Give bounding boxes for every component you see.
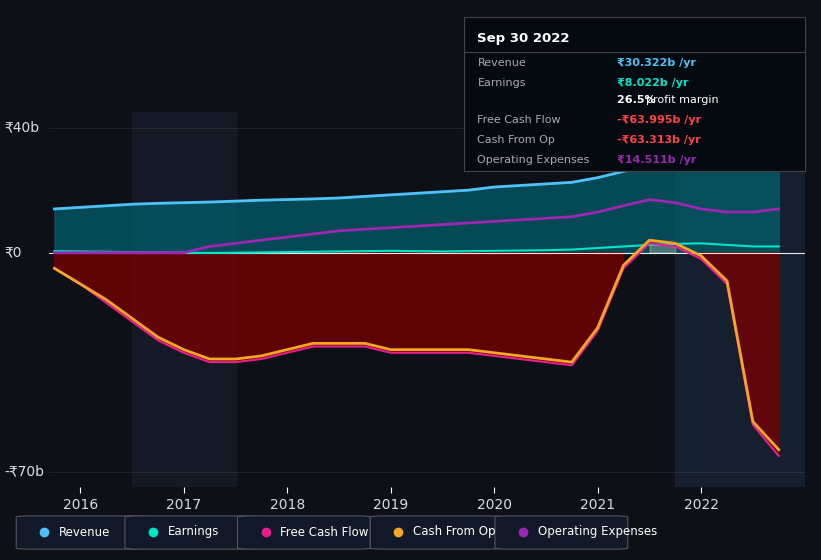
Text: Earnings: Earnings <box>478 78 526 88</box>
Text: ₹14.511b /yr: ₹14.511b /yr <box>617 155 696 165</box>
Text: ₹8.022b /yr: ₹8.022b /yr <box>617 78 689 88</box>
FancyBboxPatch shape <box>16 516 149 549</box>
Text: Operating Expenses: Operating Expenses <box>538 525 657 539</box>
Text: -₹70b: -₹70b <box>4 465 44 479</box>
Text: ₹30.322b /yr: ₹30.322b /yr <box>617 58 696 68</box>
Text: profit margin: profit margin <box>646 95 718 105</box>
Text: Free Cash Flow: Free Cash Flow <box>280 525 369 539</box>
Text: Cash From Op: Cash From Op <box>478 134 555 144</box>
Text: ₹0: ₹0 <box>4 246 21 260</box>
Text: 26.5%: 26.5% <box>617 95 660 105</box>
Text: Earnings: Earnings <box>167 525 219 539</box>
Text: Revenue: Revenue <box>478 58 526 68</box>
Text: Operating Expenses: Operating Expenses <box>478 155 589 165</box>
Text: Free Cash Flow: Free Cash Flow <box>478 115 561 125</box>
FancyBboxPatch shape <box>125 516 258 549</box>
Text: -₹63.313b /yr: -₹63.313b /yr <box>617 134 701 144</box>
Text: Sep 30 2022: Sep 30 2022 <box>478 32 570 45</box>
FancyBboxPatch shape <box>237 516 370 549</box>
Text: Cash From Op: Cash From Op <box>413 525 495 539</box>
FancyBboxPatch shape <box>495 516 628 549</box>
Text: -₹63.995b /yr: -₹63.995b /yr <box>617 115 701 125</box>
Bar <box>132 112 236 487</box>
Text: Revenue: Revenue <box>59 525 110 539</box>
Bar <box>675 112 805 487</box>
Text: ₹40b: ₹40b <box>4 120 39 134</box>
FancyBboxPatch shape <box>370 516 503 549</box>
